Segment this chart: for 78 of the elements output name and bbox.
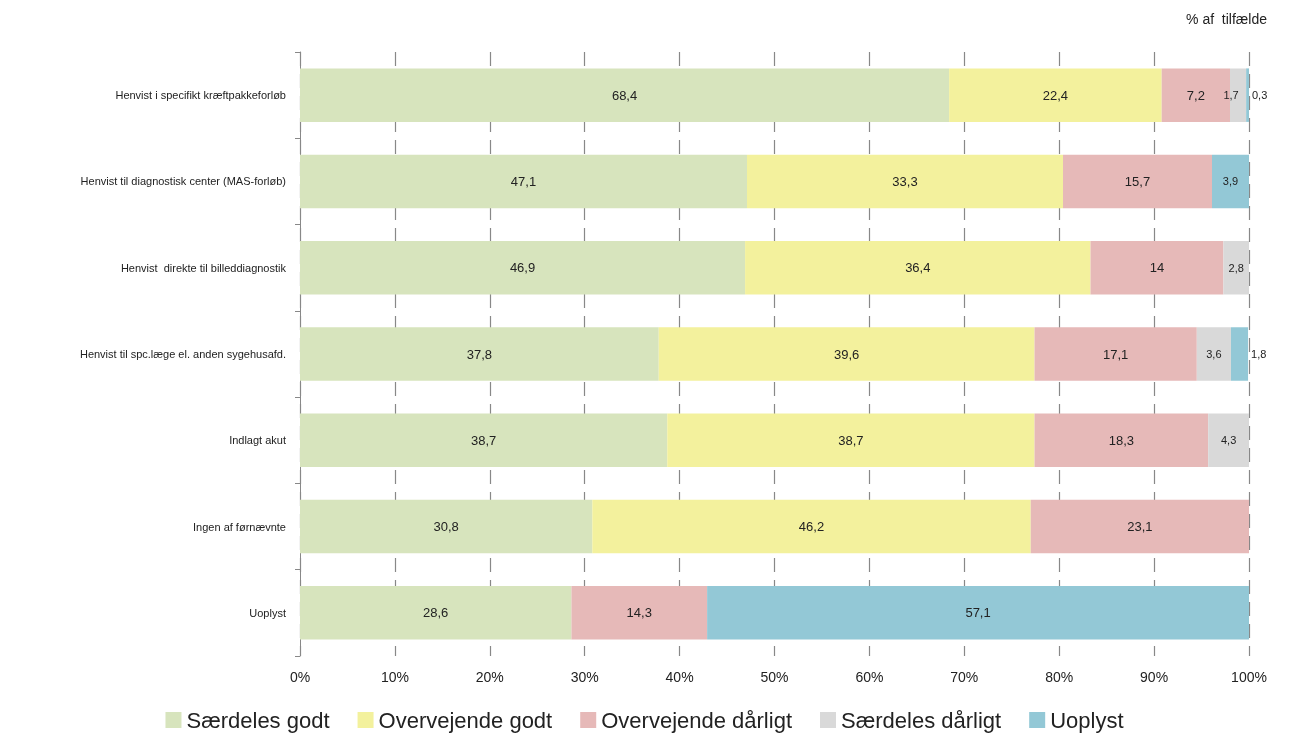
x-tick-label: 90% [1140, 669, 1169, 685]
bar [746, 154, 1063, 209]
bar [300, 413, 668, 468]
bar [1196, 327, 1231, 381]
x-tick-label: 70% [950, 669, 979, 685]
y-tick-label: Henvist direkte til billeddiagnostik [120, 261, 287, 274]
x-tick-label: 30% [570, 669, 599, 685]
bar [949, 68, 1162, 122]
bar [1230, 327, 1249, 381]
data-label: 36,4 [905, 260, 931, 276]
y-tick-label: Henvist til diagnostisk center (MAS-forløb) [80, 175, 286, 188]
legend-label: Overvejende godt [378, 707, 553, 733]
bar [300, 499, 593, 554]
data-label: 68,4 [611, 87, 638, 103]
bar [1034, 413, 1209, 468]
bar [745, 240, 1091, 295]
bar [1208, 413, 1249, 468]
y-tick-label: Uoplyst [249, 606, 286, 619]
data-label: 46,2 [798, 519, 825, 535]
data-label: 22,4 [1042, 87, 1069, 103]
bar [300, 68, 950, 122]
x-tick-label: 80% [1045, 669, 1074, 685]
bar [1246, 68, 1249, 122]
bar [300, 327, 659, 381]
bar [1063, 154, 1212, 209]
data-label: 3,9 [1222, 175, 1239, 188]
data-label: 39,6 [833, 346, 860, 362]
data-label: 1,8 [1251, 348, 1267, 360]
x-tick-label: 20% [475, 669, 504, 685]
data-label: 30,8 [433, 519, 459, 535]
data-label: 3,6 [1206, 348, 1222, 360]
legend-label: Uoplyst [1050, 707, 1124, 733]
data-label: 0,3 [1252, 89, 1268, 102]
bar [592, 499, 1031, 554]
bar [1030, 499, 1249, 554]
bar [300, 240, 746, 295]
bar [571, 586, 708, 640]
y-tick-label: Henvist til spc.læge el. anden sygehusafd. [79, 348, 286, 360]
x-tick-label: 0% [289, 669, 311, 685]
bar [1211, 154, 1249, 209]
data-label: 23,1 [1127, 519, 1153, 535]
bar [1034, 327, 1197, 381]
x-tick-label: 50% [760, 669, 789, 685]
bar [300, 586, 572, 640]
y-tick-label: Henvist i specifikt kræftpakkeforløb [115, 89, 286, 102]
bar [667, 413, 1035, 468]
legend-label: Overvejende dårligt [601, 707, 792, 733]
y-tick-label: Indlagt akut [229, 434, 286, 447]
data-label: 46,9 [509, 260, 536, 276]
bar [300, 154, 747, 209]
x-tick-label: 40% [665, 669, 694, 685]
bar [707, 586, 1249, 640]
data-label: 1,7 [1223, 89, 1239, 102]
data-label: 33,3 [892, 173, 918, 189]
data-label: 14 [1149, 260, 1165, 276]
x-tick-label: 10% [380, 669, 409, 685]
data-label: 17,1 [1103, 346, 1129, 362]
x-tick-label: 60% [855, 669, 884, 685]
data-label: 38,7 [838, 432, 864, 448]
data-label: 47,1 [510, 173, 537, 189]
data-label: 4,3 [1220, 434, 1237, 447]
bar [1090, 240, 1224, 295]
data-label: 15,7 [1124, 173, 1151, 189]
data-label: 7,2 [1186, 87, 1205, 103]
x-tick-label: 100% [1231, 669, 1267, 685]
legend-label: Særdeles godt [186, 707, 330, 733]
data-label: 37,8 [466, 346, 493, 362]
data-label: 38,7 [470, 432, 497, 448]
bar [1223, 240, 1249, 295]
bar [658, 327, 1035, 381]
y-tick-label: Ingen af førnævnte [193, 520, 286, 533]
legend-label: Særdeles dårligt [840, 707, 1002, 733]
data-label: 2,8 [1228, 261, 1244, 274]
text: % af tilfælde [1186, 11, 1268, 27]
data-label: 18,3 [1108, 432, 1135, 448]
data-label: 57,1 [965, 605, 991, 621]
data-label: 14,3 [626, 605, 652, 621]
data-label: 28,6 [423, 605, 449, 621]
